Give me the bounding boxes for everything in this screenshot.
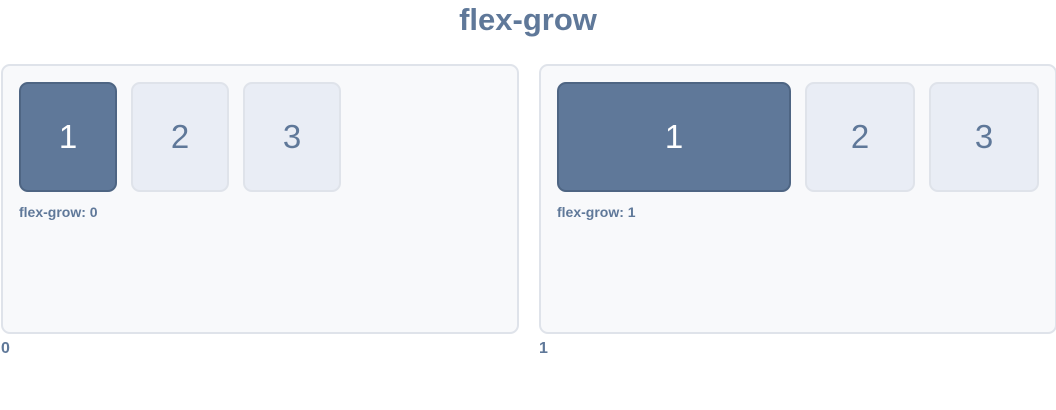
flex-grow-caption: flex-grow: 0: [19, 204, 98, 220]
flex-item-2: 2: [131, 82, 229, 192]
flex-item-1: 1: [557, 82, 791, 192]
flex-item-2: 2: [805, 82, 915, 192]
flex-row: 1 2 3: [557, 82, 1039, 192]
flex-item-3: 3: [929, 82, 1039, 192]
panel-value-label: 1: [539, 340, 548, 357]
flex-item-1: 1: [19, 82, 117, 192]
flex-container-grow-0: 1 2 3 flex-grow: 0: [1, 64, 519, 334]
panel-value-label: 0: [1, 340, 10, 357]
diagram-title: flex-grow: [459, 2, 597, 37]
flex-item-3: 3: [243, 82, 341, 192]
flex-container-grow-1: 1 2 3 flex-grow: 1: [539, 64, 1056, 334]
flex-row: 1 2 3: [19, 82, 501, 192]
flex-grow-caption: flex-grow: 1: [557, 204, 636, 220]
